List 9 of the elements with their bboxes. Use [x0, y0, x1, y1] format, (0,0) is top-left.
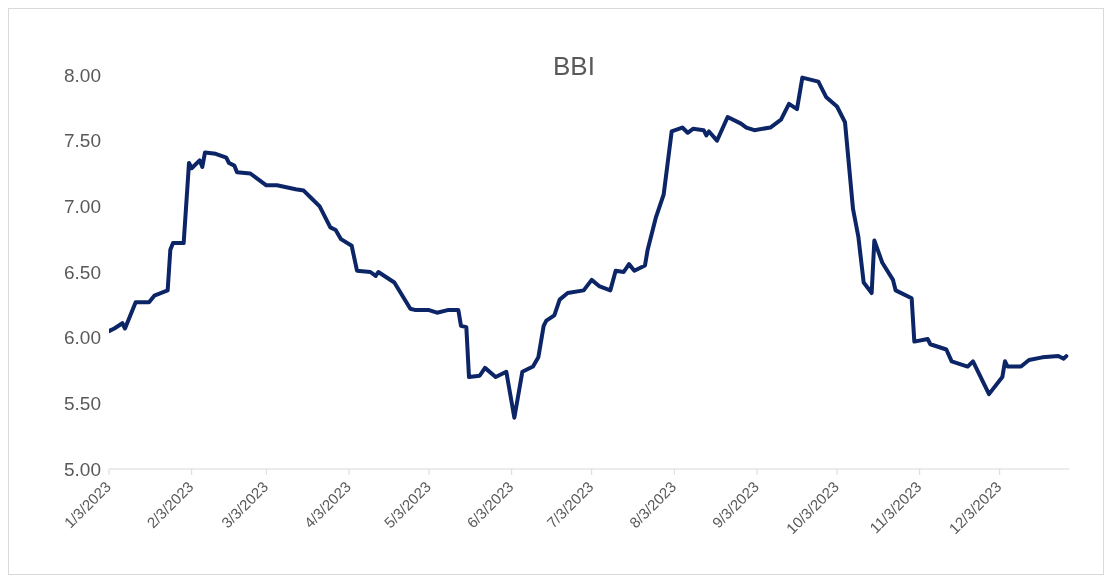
y-tick-label: 7.00: [64, 196, 101, 218]
y-tick-label: 6.00: [64, 327, 101, 349]
line-series: [109, 75, 1069, 420]
y-tick-label: 7.50: [64, 130, 101, 152]
y-tick-label: 6.50: [64, 261, 101, 283]
y-tick-label: 5.00: [64, 458, 101, 480]
y-tick-label: 8.00: [64, 64, 101, 86]
y-tick-label: 5.50: [64, 393, 101, 415]
chart-title: BBI: [553, 51, 595, 81]
